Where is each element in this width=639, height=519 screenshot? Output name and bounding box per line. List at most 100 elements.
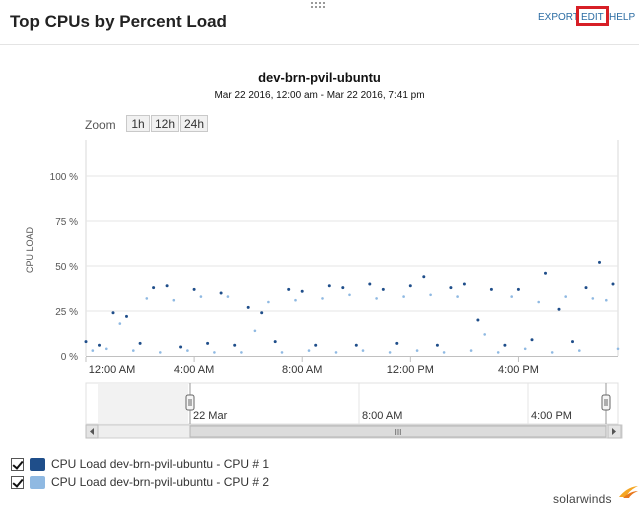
navigator-right-handle[interactable]: [601, 394, 611, 411]
data-point: [571, 340, 574, 344]
x-tick-label: 12:00 PM: [387, 364, 434, 376]
data-point: [246, 305, 250, 309]
x-tick-label: 4:00 PM: [498, 364, 539, 376]
data-point: [152, 286, 156, 290]
navigator-mask: [98, 384, 188, 423]
data-point: [611, 282, 615, 286]
data-point: [294, 298, 297, 302]
data-point: [442, 351, 446, 354]
data-point: [523, 347, 527, 351]
edit-link[interactable]: EDIT: [581, 12, 604, 23]
navigator-left-handle[interactable]: [185, 394, 195, 411]
cpu-load-chart[interactable]: 0 % 25 % 50 % 75 % 100 % CPU LOAD 12:00 AM 4:…: [0, 0, 639, 440]
data-point: [557, 307, 561, 311]
data-point: [307, 349, 311, 352]
data-point: [381, 287, 385, 291]
data-point: [98, 343, 101, 347]
data-point: [172, 298, 176, 302]
drag-handle[interactable]: [311, 2, 329, 10]
y-tick-label: 100 %: [50, 172, 78, 183]
data-point: [267, 300, 270, 304]
logo-text: solarwinds: [553, 492, 612, 506]
scroll-left-arrow-icon: [90, 428, 94, 435]
data-point: [327, 284, 331, 288]
data-point: [253, 329, 257, 333]
x-tick-label: 12:00 AM: [89, 364, 135, 376]
data-point: [334, 351, 338, 354]
data-point: [91, 349, 95, 352]
data-point: [408, 284, 412, 288]
legend-checkbox-cpu2[interactable]: [11, 476, 24, 489]
data-point: [206, 341, 210, 345]
data-point: [138, 341, 142, 345]
y-tick-label: 50 %: [55, 262, 78, 273]
data-point: [84, 340, 88, 344]
navigator-tick-label: 22 Mar: [193, 410, 228, 422]
data-point: [605, 298, 608, 302]
zoom-1h-button[interactable]: 1h: [126, 115, 150, 132]
data-point: [375, 297, 378, 300]
data-point: [422, 275, 426, 279]
data-point: [476, 318, 480, 322]
data-point: [395, 341, 399, 345]
legend-label-cpu2: CPU Load dev-brn-pvil-ubuntu - CPU # 2: [51, 475, 270, 489]
data-point: [578, 349, 581, 352]
header-divider: [0, 44, 639, 45]
legend-label-cpu1: CPU Load dev-brn-pvil-ubuntu - CPU # 1: [51, 457, 270, 471]
data-point: [550, 351, 554, 354]
data-point: [233, 343, 237, 347]
data-point: [165, 284, 169, 288]
x-tick-label: 4:00 AM: [174, 364, 214, 376]
data-point: [598, 260, 601, 264]
data-point: [186, 349, 189, 352]
y-tick-label: 75 %: [55, 217, 78, 228]
data-point: [199, 295, 203, 298]
data-point: [273, 340, 277, 344]
data-point: [145, 297, 149, 300]
chart-title: dev-brn-pvil-ubuntu: [258, 70, 381, 85]
data-point: [449, 286, 453, 290]
data-point: [402, 295, 405, 298]
data-point: [435, 343, 439, 347]
data-point: [179, 345, 183, 349]
data-point: [496, 351, 500, 354]
data-point: [368, 282, 372, 286]
data-point: [415, 349, 419, 352]
data-point: [321, 297, 324, 300]
data-point: [240, 351, 243, 354]
zoom-24h-button[interactable]: 24h: [180, 115, 208, 132]
data-point: [219, 291, 223, 295]
export-link[interactable]: EXPORT: [538, 12, 579, 23]
navigator-tick-label: 4:00 PM: [531, 410, 572, 422]
data-point: [159, 351, 162, 354]
data-point: [469, 349, 473, 352]
legend-checkbox-cpu1[interactable]: [11, 458, 24, 471]
data-point: [111, 311, 115, 315]
data-point: [584, 286, 588, 290]
data-point: [489, 287, 493, 291]
scroll-right-arrow-icon: [612, 428, 616, 435]
data-point: [192, 287, 196, 291]
data-point: [516, 287, 520, 291]
data-point: [348, 293, 351, 297]
scrollbar-thumb[interactable]: [189, 425, 607, 438]
data-point: [388, 351, 392, 354]
data-point: [530, 338, 534, 342]
data-point: [456, 295, 459, 298]
widget-title: Top CPUs by Percent Load: [10, 12, 227, 31]
zoom-12h-button[interactable]: 12h: [151, 115, 179, 132]
edit-highlight-box: [576, 6, 609, 26]
data-point: [341, 286, 345, 290]
data-point: [564, 295, 567, 298]
data-point: [616, 347, 620, 351]
data-point: [118, 322, 122, 325]
data-point: [591, 297, 595, 300]
zoom-label: Zoom: [85, 118, 116, 132]
navigator-tick-label: 8:00 AM: [362, 410, 402, 422]
data-point: [226, 295, 230, 298]
help-link[interactable]: HELP: [609, 12, 636, 23]
data-point: [132, 349, 135, 352]
data-point: [213, 351, 216, 354]
data-point: [354, 343, 358, 347]
y-tick-label: 0 %: [61, 352, 78, 363]
